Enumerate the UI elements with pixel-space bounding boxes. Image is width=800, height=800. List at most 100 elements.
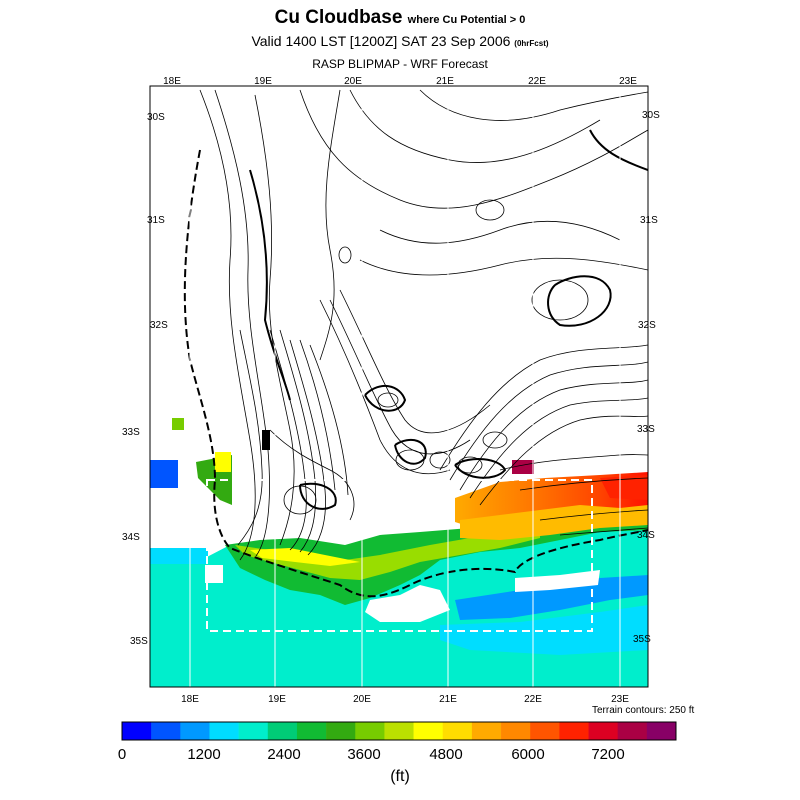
lat-label: 35S (130, 636, 148, 647)
contour-line (289, 339, 326, 556)
major-contour (394, 438, 427, 465)
colorbar-swatch (617, 722, 648, 740)
colorbar-label: 4800 (429, 746, 463, 763)
terrain-peak-block (262, 430, 270, 450)
contour-line (479, 415, 648, 506)
colorbar-label: 6000 (511, 746, 545, 763)
isolated-cell (172, 418, 184, 430)
lon-label: 21E (436, 76, 454, 87)
contour-line (329, 299, 471, 455)
contour-line (269, 329, 307, 551)
contour-line (199, 89, 256, 561)
valid-time: Valid 1400 LST [1200Z] SAT 23 Sep 2006 (… (0, 32, 800, 53)
major-contour (454, 458, 507, 479)
low-cloudbase-patch (455, 575, 648, 620)
lat-label: 30S (642, 110, 660, 121)
major-contour (249, 169, 291, 401)
colorbar-swatch (238, 722, 269, 740)
valid-text: Valid 1400 LST [1200Z] SAT 23 Sep 2006 (251, 33, 511, 49)
plot-area (150, 86, 648, 687)
lon-label: 20E (353, 694, 371, 705)
lon-label: 22E (528, 76, 546, 87)
contour-line (279, 329, 317, 553)
lat-label: 30S (147, 112, 165, 123)
lon-label: 19E (254, 76, 272, 87)
lat-label: 32S (150, 320, 168, 331)
colorbar-swatch (442, 722, 473, 740)
contour-line (214, 89, 270, 557)
colorbar-label: 3600 (347, 746, 381, 763)
lat-label: 32S (638, 320, 656, 331)
colorbar-unit: (ft) (390, 768, 410, 785)
contour-line (499, 454, 648, 471)
contour-line (539, 509, 648, 521)
inner-domain-boundary (206, 479, 593, 632)
terrain-contour-note: Terrain contours: 250 ft (592, 705, 695, 716)
lat-label: 31S (147, 215, 165, 226)
contour-ring (457, 456, 483, 474)
yellow-green-band (235, 528, 540, 580)
colorbar-frame (121, 721, 677, 741)
contour-line (309, 344, 349, 496)
contour-line (459, 379, 648, 491)
contour-line (469, 397, 648, 499)
major-terrain-contours (249, 129, 648, 510)
colorbar-swatch (326, 722, 356, 740)
colorbar-swatch (471, 722, 502, 740)
colorbar-swatch (501, 722, 531, 740)
lat-labels-right: 30S 31S 32S 33S 34S 35S (633, 110, 660, 645)
low-cloudbase-patch-2 (440, 605, 648, 655)
title-note: where Cu Potential > 0 (407, 14, 526, 26)
title-block: Cu Cloudbase where Cu Potential > 0 Vali… (0, 6, 800, 72)
contour-line (449, 361, 648, 481)
major-contour (547, 275, 612, 327)
lon-label: 21E (439, 694, 457, 705)
colorbar-swatch (209, 722, 239, 740)
colorbar-swatch (413, 722, 444, 740)
colorbar-swatch (530, 722, 560, 740)
contour-ring (482, 431, 508, 449)
contour-line (379, 220, 621, 244)
forecast-note: (0hrFcst) (514, 39, 549, 48)
lon-label: 18E (163, 76, 181, 87)
colorbar-swatch (384, 722, 414, 740)
west-coast-patch (150, 460, 178, 488)
lat-label: 33S (637, 424, 655, 435)
lon-label: 18E (181, 694, 199, 705)
contour-ring (429, 451, 451, 469)
colorbar-swatch (296, 722, 327, 740)
map-title: Cu Cloudbase where Cu Potential > 0 (0, 6, 800, 32)
contour-line (559, 527, 648, 536)
colorbar-swatch (151, 722, 181, 740)
lat-labels-left: 30S 31S 32S 33S 34S 35S (122, 112, 168, 647)
colorbar-swatch (646, 722, 677, 740)
major-contour (364, 385, 407, 412)
colorbar-swatch (588, 722, 618, 740)
title-main: Cu Cloudbase (274, 7, 403, 28)
colorbar-swatch (559, 722, 589, 740)
map-subtitle: RASP BLIPMAP - WRF Forecast (312, 57, 488, 71)
lat-label: 35S (633, 634, 651, 645)
lat-label: 34S (637, 530, 655, 541)
coastal-strip (150, 548, 208, 564)
contour-line (269, 429, 355, 521)
west-yellow-strip (215, 452, 231, 472)
coastal-land-gap-2 (515, 570, 600, 592)
yellow-band (250, 548, 360, 566)
lon-labels-bottom: 18E 19E 20E 21E 22E 23E (181, 694, 629, 705)
map-frame (149, 85, 649, 688)
lat-label: 34S (122, 532, 140, 543)
colorbar-label: 0 (117, 746, 127, 763)
colorbar-swatch (122, 722, 152, 740)
coastal-land-gap-3 (205, 565, 223, 583)
contour-line (359, 257, 648, 276)
lon-label: 19E (268, 694, 286, 705)
contour-ring (377, 392, 399, 408)
colorbar-swatch (355, 722, 385, 740)
colorbar (121, 721, 677, 741)
contour-ring (338, 246, 352, 264)
max-cloudbase-cell (512, 460, 534, 474)
coastal-land-gap (365, 585, 450, 622)
colorbar-swatch (180, 722, 210, 740)
lon-labels-top: 18E 19E 20E 21E 22E 23E (163, 76, 637, 87)
